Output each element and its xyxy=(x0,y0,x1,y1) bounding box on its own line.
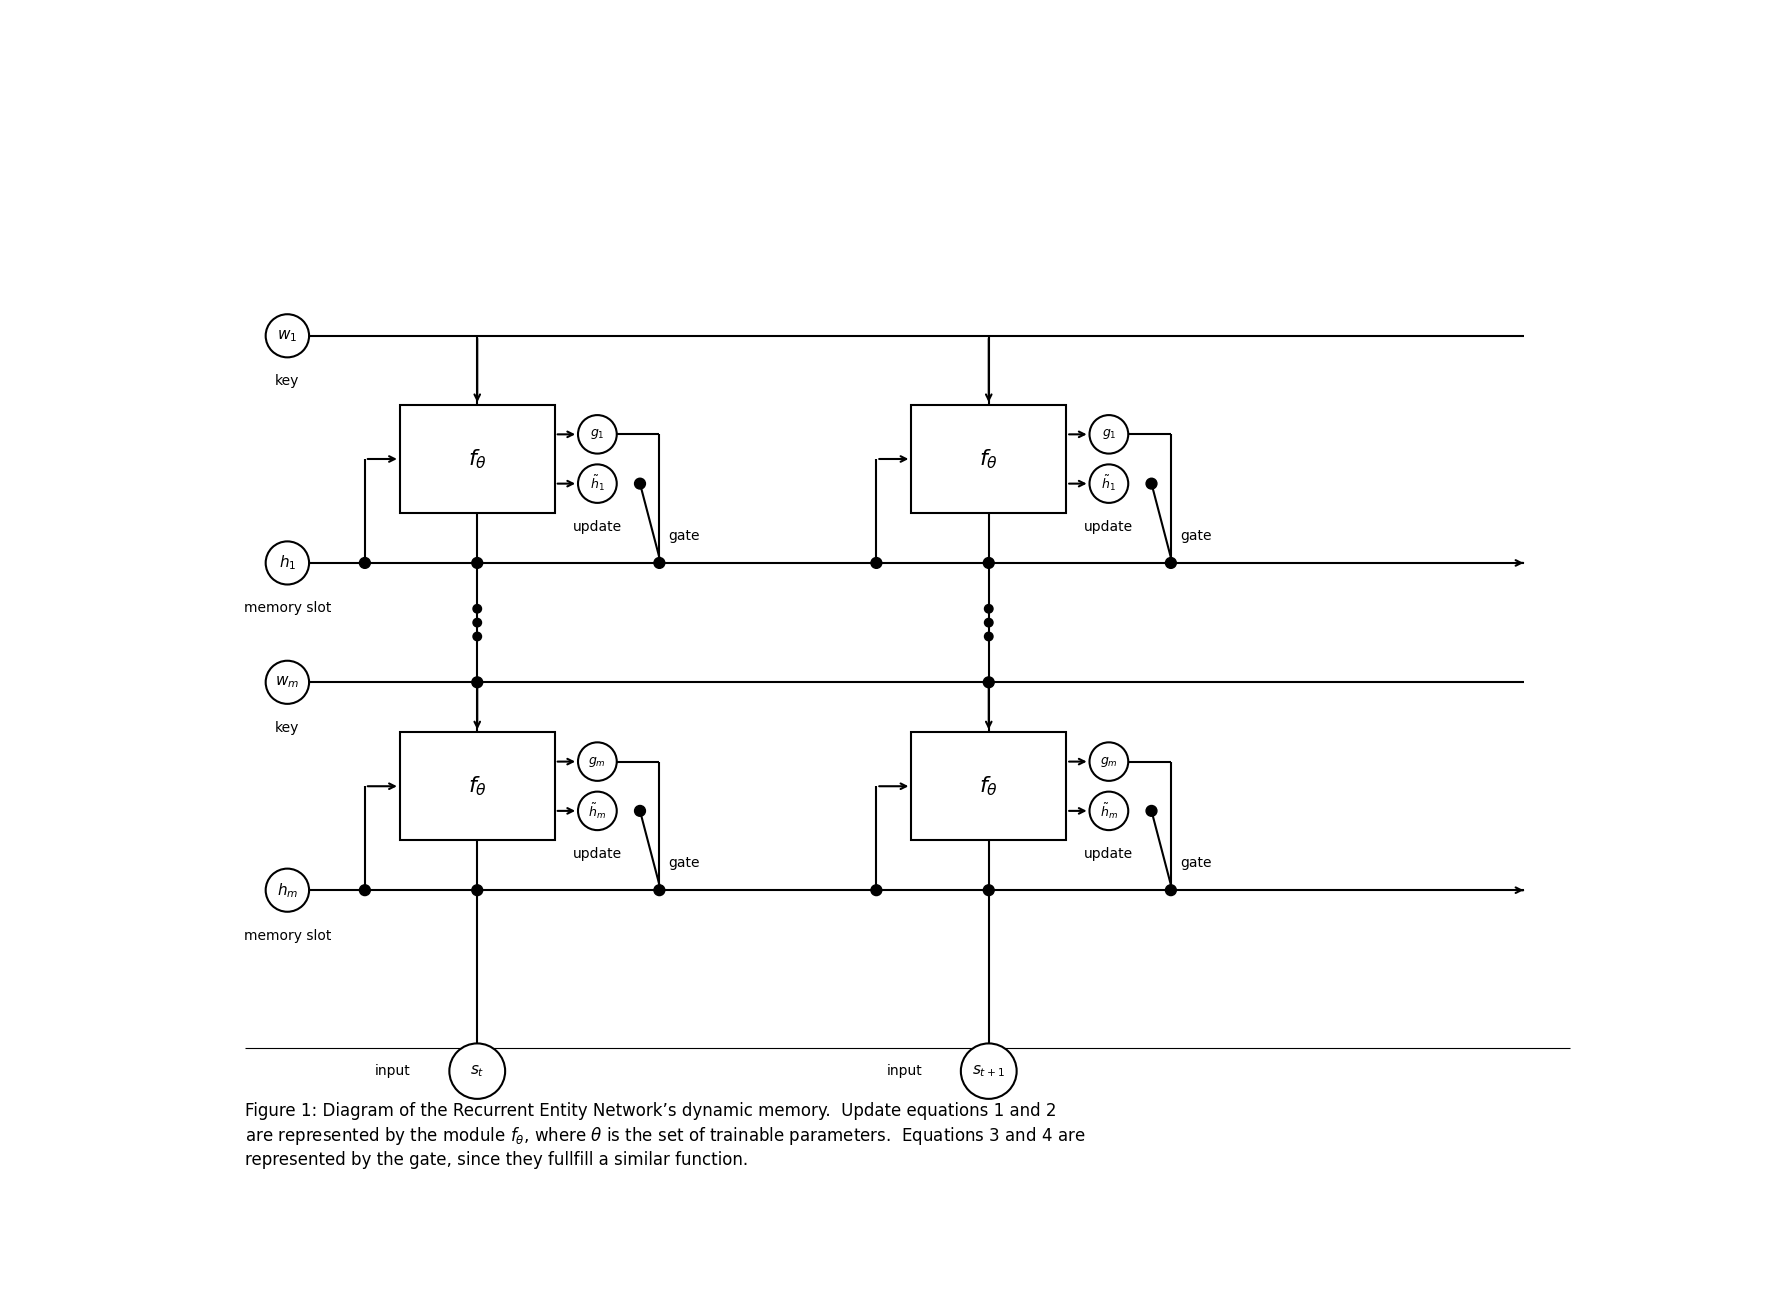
Text: key: key xyxy=(275,374,299,388)
Text: gate: gate xyxy=(1180,529,1212,544)
Text: $\tilde{h}_1$: $\tilde{h}_1$ xyxy=(590,474,604,494)
Text: memory slot: memory slot xyxy=(245,601,331,616)
Circle shape xyxy=(450,1044,505,1099)
Circle shape xyxy=(360,884,370,896)
Circle shape xyxy=(360,558,370,569)
Circle shape xyxy=(654,558,664,569)
Circle shape xyxy=(872,884,882,896)
Text: update: update xyxy=(572,848,622,861)
Text: $g_m$: $g_m$ xyxy=(1100,754,1118,769)
Text: $\tilde{h}_m$: $\tilde{h}_m$ xyxy=(1100,801,1118,821)
Text: memory slot: memory slot xyxy=(245,929,331,942)
Text: input: input xyxy=(886,1065,921,1078)
Circle shape xyxy=(473,632,482,641)
Text: are represented by the module $f_\theta$, where $\theta$ is the set of trainable: are represented by the module $f_\theta$… xyxy=(245,1125,1084,1146)
Circle shape xyxy=(266,661,308,704)
Text: $s_t$: $s_t$ xyxy=(470,1063,484,1079)
Circle shape xyxy=(1090,465,1129,503)
Circle shape xyxy=(1166,558,1177,569)
Text: input: input xyxy=(376,1065,411,1078)
Text: $f_\theta$: $f_\theta$ xyxy=(980,774,998,797)
Circle shape xyxy=(1146,805,1157,816)
Text: $f_\theta$: $f_\theta$ xyxy=(980,447,998,471)
Text: $f_\theta$: $f_\theta$ xyxy=(468,774,487,797)
Circle shape xyxy=(634,478,645,490)
Text: $\tilde{h}_m$: $\tilde{h}_m$ xyxy=(588,801,606,821)
Text: gate: gate xyxy=(1180,857,1212,870)
Circle shape xyxy=(578,742,617,780)
Bar xyxy=(911,405,1067,513)
Text: $g_1$: $g_1$ xyxy=(590,428,604,441)
Circle shape xyxy=(634,805,645,816)
Circle shape xyxy=(1166,884,1177,896)
Text: $\tilde{h}_1$: $\tilde{h}_1$ xyxy=(1102,474,1116,494)
Bar xyxy=(400,405,555,513)
Bar xyxy=(911,732,1067,840)
Text: $f_\theta$: $f_\theta$ xyxy=(468,447,487,471)
Text: key: key xyxy=(275,721,299,734)
Text: update: update xyxy=(1084,848,1134,861)
Circle shape xyxy=(578,465,617,503)
Circle shape xyxy=(983,558,994,569)
Text: represented by the gate, since they fullfill a similar function.: represented by the gate, since they full… xyxy=(245,1152,748,1170)
Circle shape xyxy=(471,884,482,896)
Circle shape xyxy=(985,619,992,626)
Text: $w_m$: $w_m$ xyxy=(275,674,299,690)
Circle shape xyxy=(266,541,308,584)
Text: update: update xyxy=(572,520,622,534)
Circle shape xyxy=(473,604,482,613)
Text: $g_1$: $g_1$ xyxy=(1102,428,1116,441)
Text: gate: gate xyxy=(668,529,700,544)
Text: $w_1$: $w_1$ xyxy=(276,328,298,343)
Circle shape xyxy=(578,415,617,454)
Text: $s_{t+1}$: $s_{t+1}$ xyxy=(973,1063,1005,1079)
Text: update: update xyxy=(1084,520,1134,534)
Circle shape xyxy=(872,558,882,569)
Text: Figure 1: Diagram of the Recurrent Entity Network’s dynamic memory.  Update equa: Figure 1: Diagram of the Recurrent Entit… xyxy=(245,1103,1056,1120)
Circle shape xyxy=(1090,792,1129,830)
Bar xyxy=(400,732,555,840)
Circle shape xyxy=(983,676,994,688)
Text: $h_m$: $h_m$ xyxy=(276,880,298,900)
Circle shape xyxy=(654,884,664,896)
Text: $g_m$: $g_m$ xyxy=(588,754,606,769)
Circle shape xyxy=(1090,415,1129,454)
Circle shape xyxy=(266,315,308,358)
Text: $h_1$: $h_1$ xyxy=(278,554,296,572)
Circle shape xyxy=(578,792,617,830)
Circle shape xyxy=(985,604,992,613)
Circle shape xyxy=(473,619,482,626)
Circle shape xyxy=(1090,742,1129,780)
Circle shape xyxy=(983,884,994,896)
Circle shape xyxy=(985,632,992,641)
Circle shape xyxy=(471,558,482,569)
Circle shape xyxy=(960,1044,1017,1099)
Circle shape xyxy=(266,869,308,912)
Circle shape xyxy=(471,676,482,688)
Text: gate: gate xyxy=(668,857,700,870)
Circle shape xyxy=(1146,478,1157,490)
